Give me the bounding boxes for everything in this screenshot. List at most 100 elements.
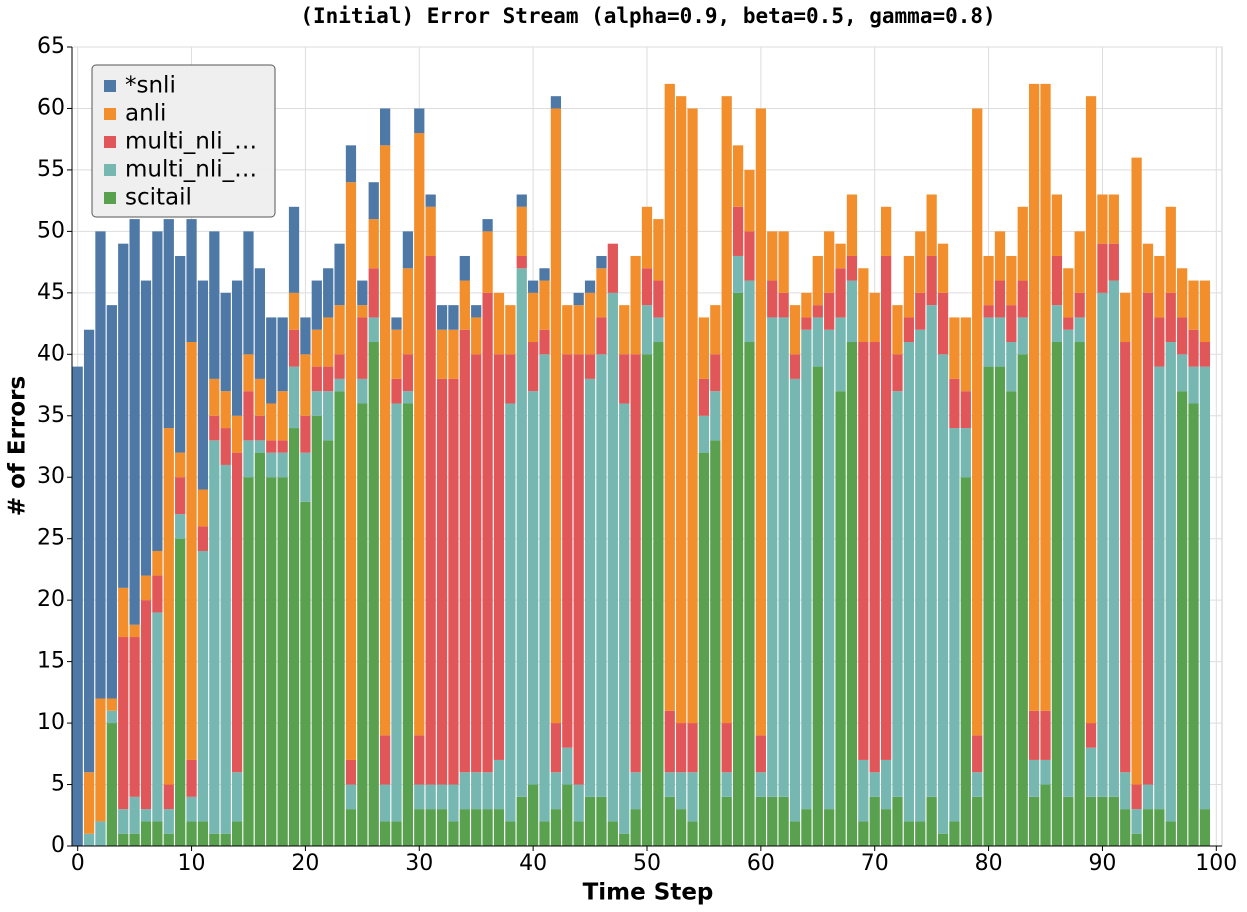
bar-segment [414, 784, 425, 810]
bar-segment [209, 231, 220, 379]
bar-segment [300, 452, 311, 502]
bar-segment [1085, 796, 1097, 846]
bar-segment [516, 268, 527, 797]
bar-segment [1108, 194, 1119, 244]
bar-segment [186, 821, 197, 846]
bar-segment [755, 772, 766, 797]
bar-segment [357, 378, 368, 404]
bar-segment [983, 317, 994, 367]
bar-segment [471, 317, 482, 355]
bar-segment [220, 292, 231, 392]
bar-segment [744, 169, 755, 232]
bar-segment [1017, 206, 1028, 281]
bar-segment [744, 231, 755, 281]
bar-segment [1154, 366, 1165, 810]
bar-segment [323, 440, 334, 846]
bar-segment [983, 366, 994, 846]
bar-segment [72, 366, 83, 846]
bar-segment [892, 305, 903, 355]
bar-segment [812, 317, 823, 367]
bar-segment [231, 415, 243, 453]
bar-segment [767, 796, 778, 846]
bar-segment [949, 317, 960, 379]
bar-segment [664, 796, 675, 846]
bar-segment [448, 821, 459, 846]
bar-segment [1177, 268, 1188, 318]
bar-segment [869, 342, 880, 773]
legend-label: anli [125, 101, 166, 127]
bar-segment [858, 759, 869, 822]
bar-segment [846, 342, 858, 846]
legend-swatch [104, 80, 116, 92]
bar-segment [448, 329, 459, 379]
bar-segment [528, 391, 539, 785]
bar-segment [459, 329, 470, 773]
bar-segment [129, 796, 140, 834]
bar-segment [1051, 194, 1063, 256]
bar-segment [118, 637, 129, 810]
bar-segment [482, 292, 493, 773]
bar-segment [277, 477, 288, 846]
bar-segment [459, 280, 470, 330]
bar-segment [516, 796, 527, 846]
bar-segment [835, 268, 846, 318]
bar-segment [277, 452, 288, 478]
bar-segment [1029, 83, 1040, 711]
bar-segment [846, 255, 858, 281]
bar-segment [1051, 255, 1063, 306]
legend-label: multi_nli_… [125, 129, 257, 155]
bar-segment [880, 809, 892, 846]
bar-segment [186, 219, 197, 343]
bar-segment [186, 796, 197, 822]
bar-segment [448, 784, 459, 822]
bar-segment [175, 538, 186, 846]
bar-segment [129, 637, 140, 797]
bar-segment [892, 391, 903, 797]
bar-segment [1120, 292, 1131, 343]
bar-segment [414, 735, 425, 785]
bar-segment [345, 809, 357, 846]
bar-segment [1120, 809, 1131, 846]
bar-segment [471, 809, 482, 846]
bar-segment [379, 108, 391, 146]
bar-segment [596, 255, 607, 269]
bar-segment [1154, 809, 1165, 846]
x-tick-label: 60 [747, 851, 775, 876]
bar-segment [687, 772, 698, 822]
bar-segment [334, 305, 345, 355]
bar-segment [414, 108, 425, 134]
bar-segment [254, 378, 265, 416]
bar-segment [505, 821, 516, 846]
bar-segment [1017, 354, 1028, 846]
legend-swatch [104, 136, 116, 148]
bar-segment [323, 268, 334, 318]
bar-segment [596, 268, 607, 318]
bar-segment [300, 354, 311, 416]
bar-segment [254, 440, 265, 453]
bar-segment [152, 612, 163, 822]
bar-segment [106, 723, 117, 846]
bar-segment [835, 317, 846, 392]
bar-segment [505, 403, 516, 822]
bar-segment [801, 329, 812, 810]
bar-segment [539, 329, 550, 355]
bar-segment [95, 231, 106, 699]
bar-segment [1006, 342, 1017, 392]
bar-segment [892, 796, 903, 846]
bar-segment [744, 280, 755, 343]
bar-segment [334, 354, 345, 379]
bar-segment [732, 292, 744, 846]
bar-segment [152, 550, 163, 576]
bar-segment [778, 292, 789, 318]
legend-swatch [104, 108, 116, 120]
bar-segment [129, 219, 140, 625]
bar-segment [937, 833, 949, 846]
bar-segment [858, 821, 869, 846]
bar-segment [607, 243, 618, 293]
bar-segment [152, 575, 163, 613]
x-tick-label: 80 [975, 851, 1003, 876]
bar-segment [323, 366, 334, 392]
y-tick-label: 55 [37, 157, 65, 182]
